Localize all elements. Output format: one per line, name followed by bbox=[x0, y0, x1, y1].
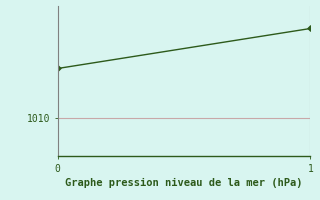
X-axis label: Graphe pression niveau de la mer (hPa): Graphe pression niveau de la mer (hPa) bbox=[65, 178, 303, 188]
